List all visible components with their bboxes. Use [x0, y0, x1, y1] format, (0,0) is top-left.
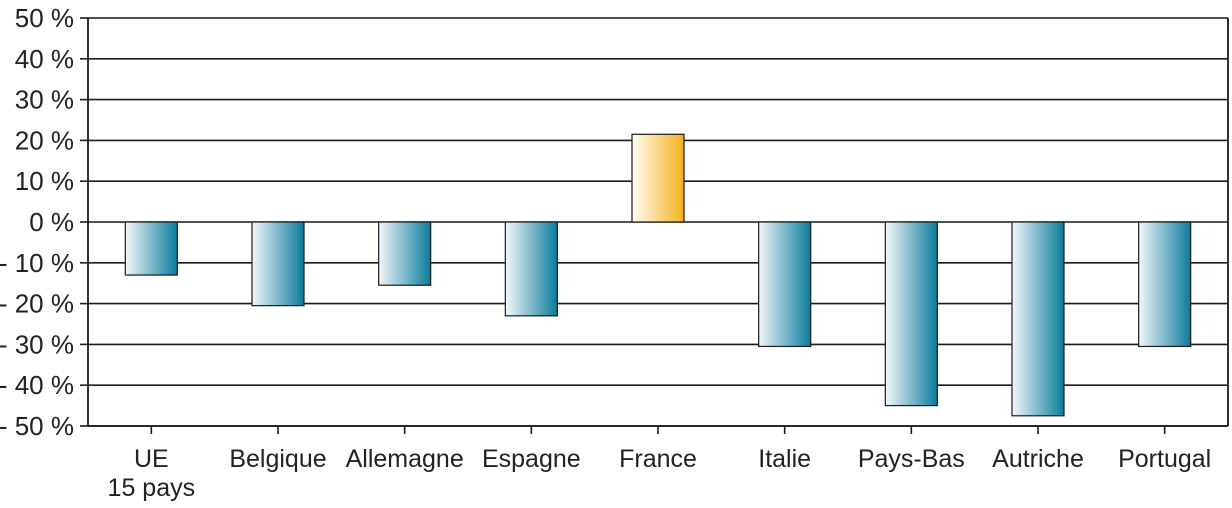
bar [251, 221, 305, 307]
x-tick-label: Belgique [229, 445, 326, 473]
x-tick-label: 15 pays [108, 474, 196, 502]
y-tick-label: - 50 % [0, 411, 74, 441]
bar [1138, 221, 1192, 348]
x-tick-label: Autriche [992, 445, 1084, 473]
x-tick-label: Pays-Bas [858, 445, 965, 473]
x-tick-label: UE [134, 445, 169, 473]
axes [80, 17, 1229, 434]
bars [124, 133, 1192, 417]
bar [758, 221, 812, 348]
y-tick-label: 50 % [15, 3, 74, 33]
bar [378, 221, 432, 286]
bar [631, 133, 685, 223]
y-tick-label: - 40 % [0, 370, 74, 400]
y-tick-label: 10 % [15, 166, 74, 196]
x-tick-label: France [619, 445, 697, 473]
bar [124, 221, 178, 276]
x-tick-label: Portugal [1118, 445, 1211, 473]
y-tick-label: 20 % [15, 125, 74, 155]
y-tick-label: - 10 % [0, 248, 74, 278]
y-tick-label: 30 % [15, 85, 74, 115]
y-tick-labels: 50 % 40 % 30 % 20 % 10 % 0 % - 10 % - 20 % - 30 … [0, 3, 74, 441]
y-tick-label: - 20 % [0, 289, 74, 319]
y-tick-label: 0 % [29, 207, 74, 237]
y-tick-label: - 30 % [0, 329, 74, 359]
x-tick-label: Italie [758, 445, 811, 473]
y-tick-label: 40 % [15, 44, 74, 74]
bar [1011, 221, 1065, 417]
x-tick-label: Allemagne [346, 445, 464, 473]
bar [884, 221, 938, 407]
x-tick-label: Espagne [482, 445, 581, 473]
bar [504, 221, 558, 317]
